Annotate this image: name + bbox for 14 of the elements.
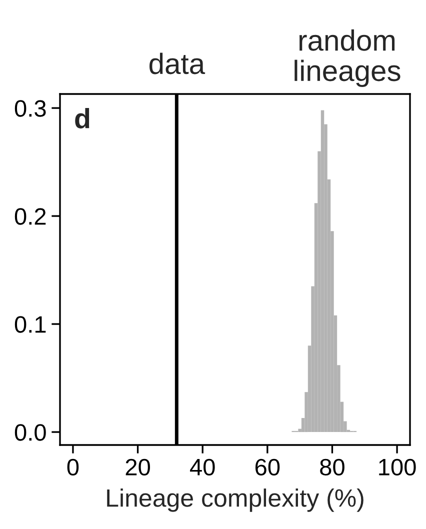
x-tick-label: 80 xyxy=(320,458,344,476)
ref-line-label: data xyxy=(150,52,206,74)
text: random lineages xyxy=(294,29,400,87)
x-axis-title: Lineage complexity (%) xyxy=(107,488,364,512)
y-tick-label: 0.2 xyxy=(14,208,46,225)
y-tick-label: 0.0 xyxy=(14,424,46,441)
annotation: d xyxy=(75,108,90,128)
x-tick-label: 100 xyxy=(379,458,416,476)
y-tick-label: 0.3 xyxy=(14,100,46,117)
x-tick-label: 20 xyxy=(126,458,150,476)
x-tick-label: 40 xyxy=(190,458,215,476)
x-tick-label: 60 xyxy=(255,458,280,476)
x-tick-label: 0 xyxy=(67,458,79,476)
y-tick-label: 0.1 xyxy=(14,316,46,333)
